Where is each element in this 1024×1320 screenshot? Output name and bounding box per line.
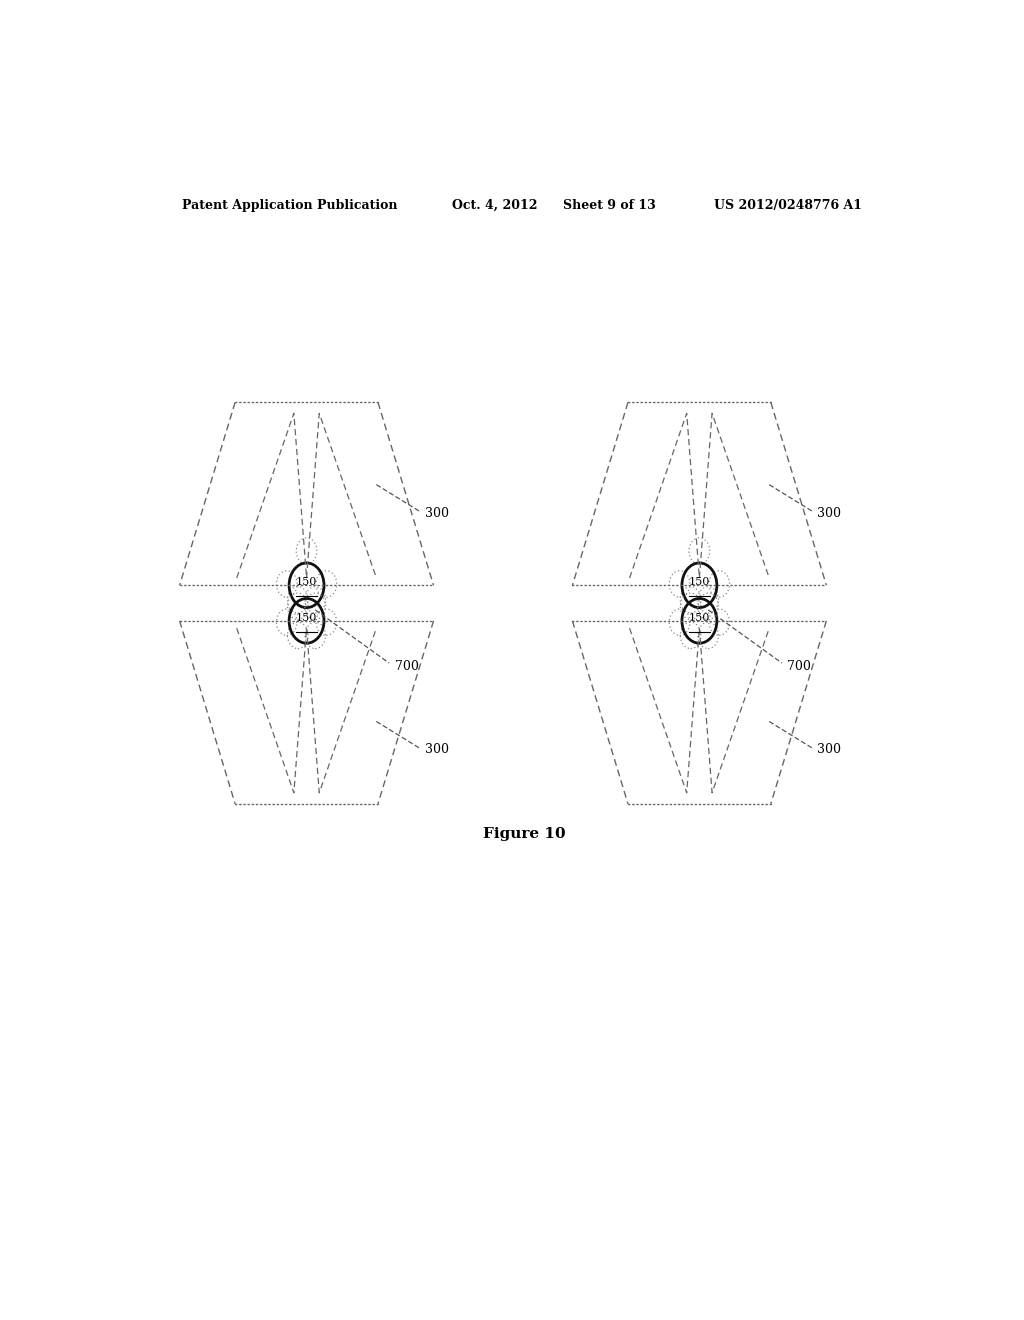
Text: 700: 700: [394, 660, 419, 673]
Text: 150: 150: [296, 612, 317, 623]
Text: Patent Application Publication: Patent Application Publication: [182, 198, 397, 211]
Text: 700: 700: [787, 660, 811, 673]
Text: Figure 10: Figure 10: [483, 828, 566, 841]
Text: 300: 300: [425, 743, 449, 756]
Text: 150: 150: [689, 577, 710, 587]
Text: US 2012/0248776 A1: US 2012/0248776 A1: [714, 198, 861, 211]
Text: 150: 150: [689, 612, 710, 623]
Text: Oct. 4, 2012: Oct. 4, 2012: [452, 198, 538, 211]
Text: Sheet 9 of 13: Sheet 9 of 13: [563, 198, 655, 211]
Text: 300: 300: [817, 743, 842, 756]
Text: 150: 150: [296, 577, 317, 587]
Text: 300: 300: [425, 507, 449, 520]
Text: 300: 300: [817, 507, 842, 520]
